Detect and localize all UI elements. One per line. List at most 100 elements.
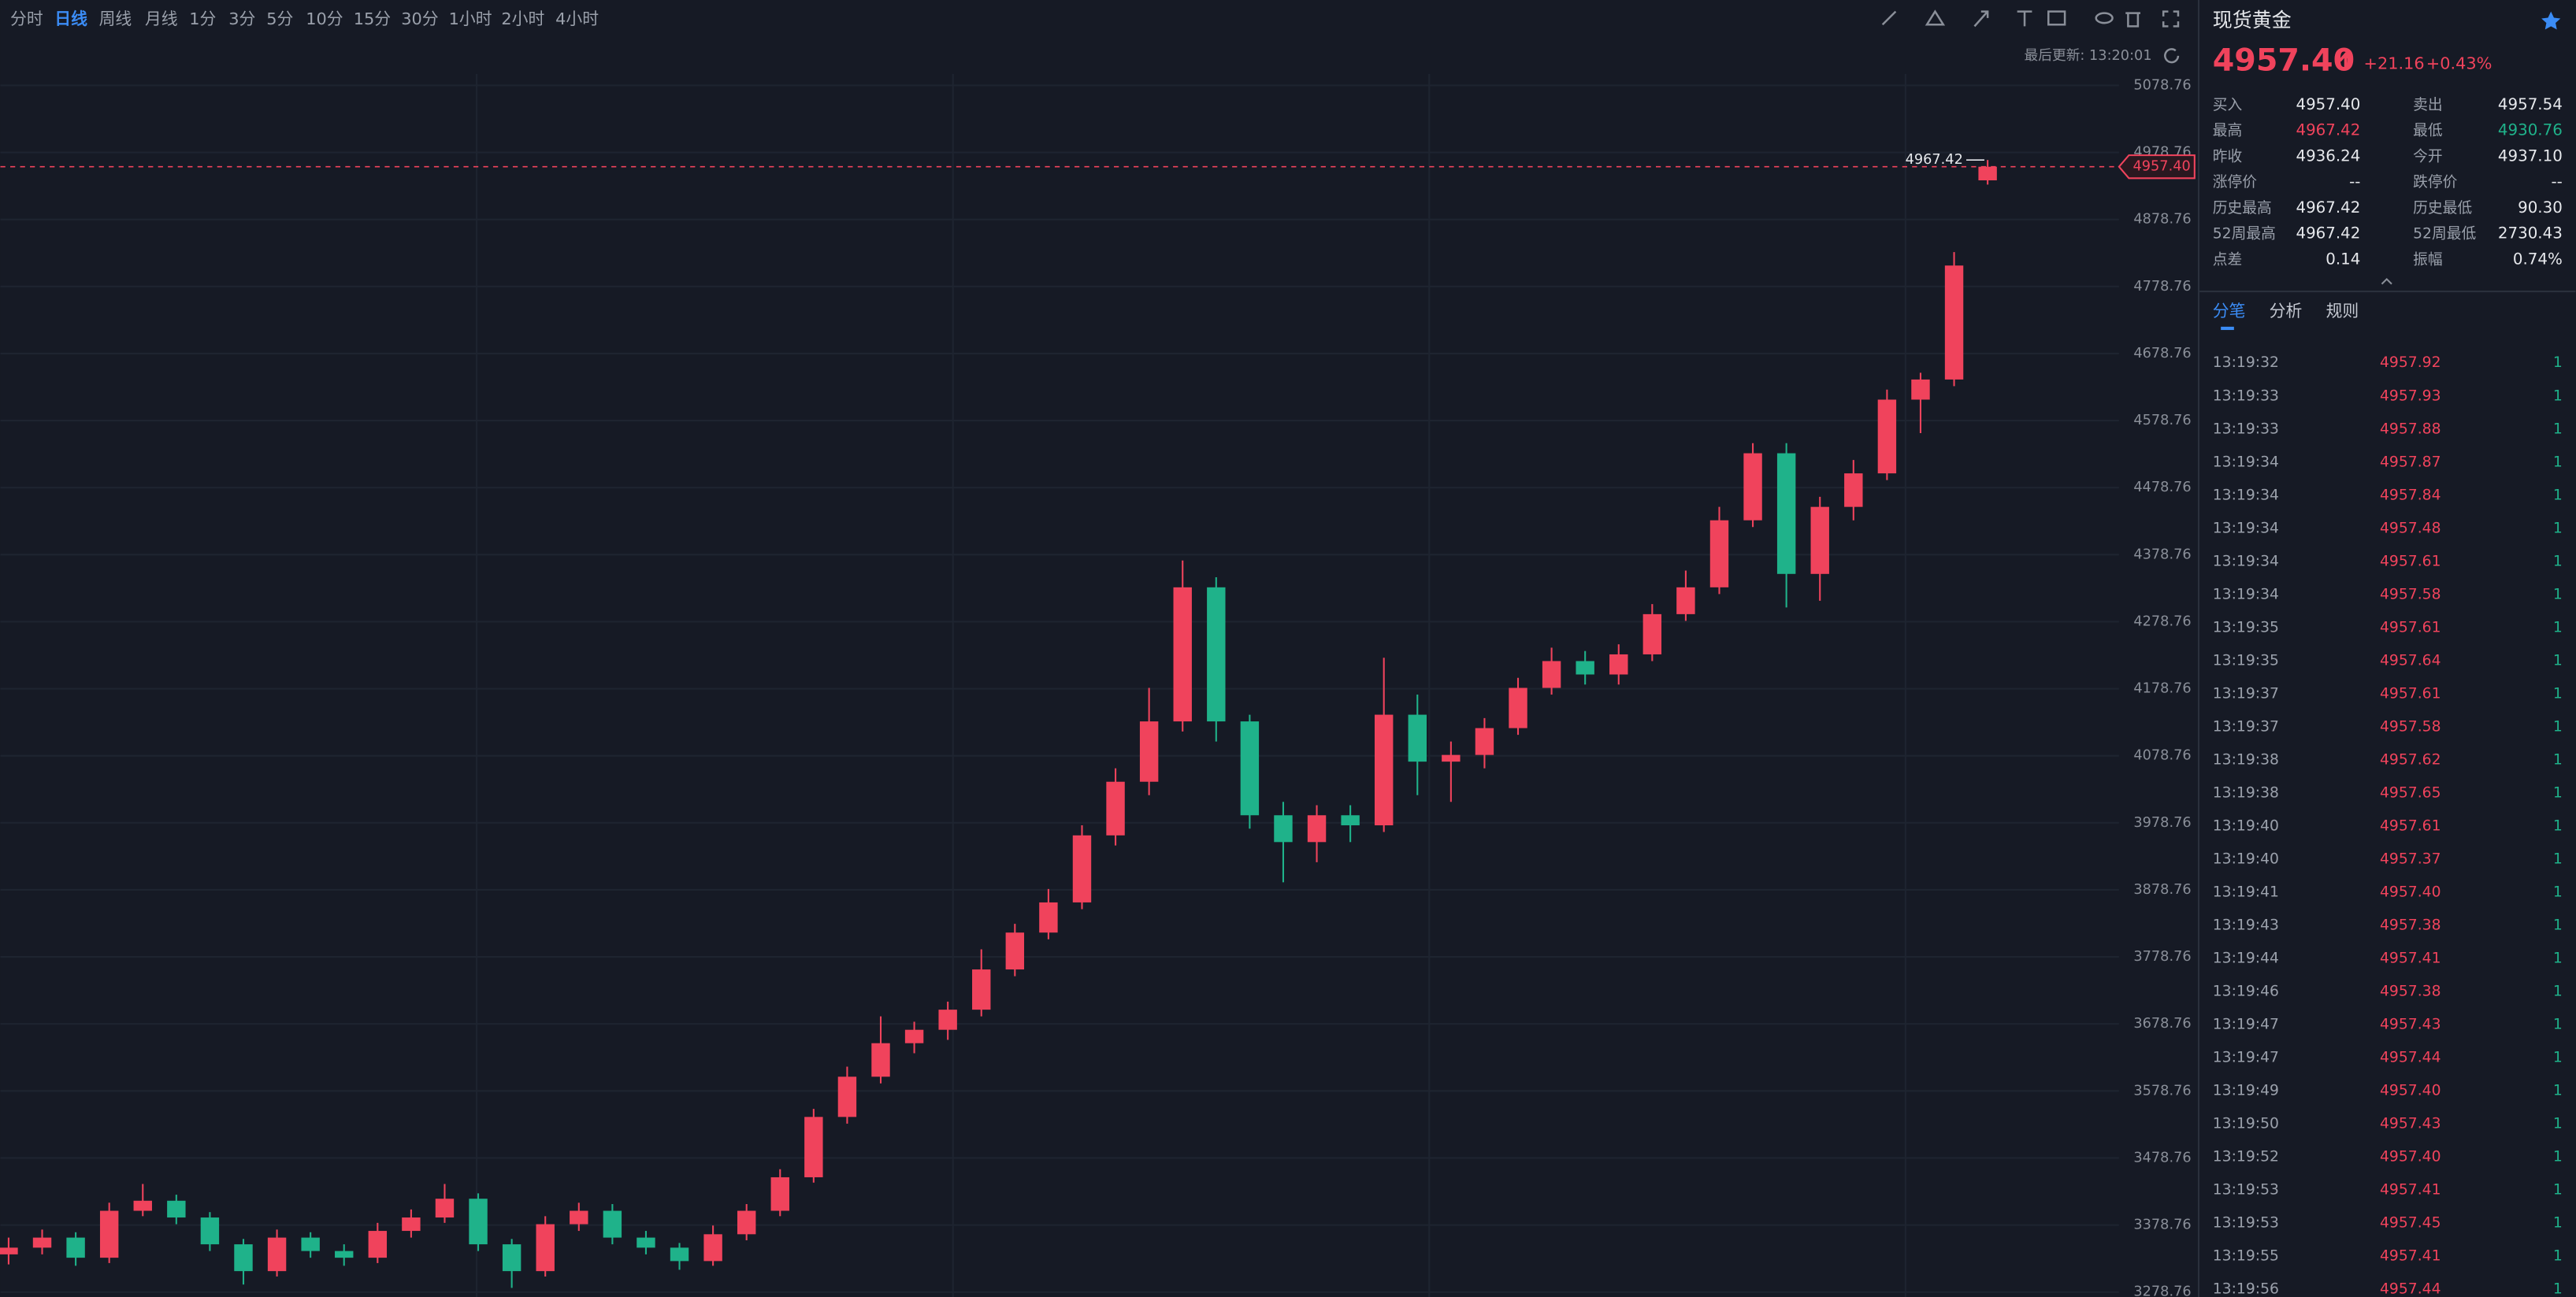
last-price: 4957.40 — [2213, 43, 2355, 79]
tick-price: 4957.61 — [2380, 619, 2441, 636]
icon-line[interactable] — [1881, 10, 1897, 26]
tick-price: 4957.41 — [2380, 950, 2441, 966]
y-tick-label: 3578.76 — [2133, 1083, 2191, 1099]
candle-body — [1642, 613, 1662, 654]
price-change-pct: +0.43% — [2426, 54, 2492, 72]
tick-volume: 1 — [2553, 586, 2563, 602]
quote-label: 最低 — [2413, 122, 2443, 139]
tick-time: 13:19:35 — [2213, 619, 2279, 636]
period-button[interactable]: 1小时 — [449, 9, 492, 28]
tab[interactable]: 规则 — [2326, 302, 2359, 321]
candle-body — [66, 1237, 85, 1258]
y-tick-label: 3278.76 — [2133, 1284, 2191, 1297]
tick-time: 13:19:38 — [2213, 751, 2279, 768]
candle-body — [1139, 721, 1159, 782]
quote-label: 跌停价 — [2413, 173, 2458, 191]
tick-time: 13:19:37 — [2213, 718, 2279, 735]
quote-label: 今开 — [2413, 147, 2443, 165]
period-button[interactable]: 4小时 — [555, 9, 599, 28]
y-tick-label: 3778.76 — [2133, 949, 2191, 965]
quote-value: 4967.42 — [2296, 121, 2361, 139]
period-button[interactable]: 周线 — [99, 9, 132, 28]
tick-time: 13:19:49 — [2213, 1082, 2279, 1099]
icon-fullscreen[interactable] — [2162, 10, 2180, 28]
y-tick-label: 3678.76 — [2133, 1016, 2191, 1032]
tick-price: 4957.40 — [2380, 1082, 2441, 1099]
icon-eye[interactable] — [2095, 12, 2114, 24]
candle-body — [1173, 587, 1192, 722]
tab[interactable]: 分析 — [2270, 302, 2303, 321]
period-button[interactable]: 10分 — [306, 9, 343, 28]
last-price-tag — [2118, 154, 2196, 180]
candle-body — [1776, 453, 1796, 574]
quote-value: 4957.54 — [2498, 95, 2563, 113]
icon-measure[interactable] — [2047, 10, 2066, 26]
tick-time: 13:19:38 — [2213, 784, 2279, 801]
quote-value: 4930.76 — [2498, 121, 2563, 139]
y-tick-label: 4178.76 — [2133, 681, 2191, 697]
tab-underline — [2221, 326, 2234, 331]
candle-body — [1576, 661, 1594, 675]
tick-volume: 1 — [2553, 1280, 2563, 1297]
candle-body — [603, 1210, 622, 1238]
high-marker-label: 4967.42 — [1906, 152, 1963, 168]
candle-body — [904, 1029, 924, 1043]
drawing-tools[interactable] — [1881, 9, 2180, 64]
period-button[interactable]: 15分 — [354, 9, 392, 28]
candle-body — [972, 969, 991, 1010]
quote-label: 点差 — [2213, 250, 2243, 268]
period-button[interactable]: 3分 — [228, 9, 255, 28]
quote-label: 涨停价 — [2213, 173, 2258, 191]
candle-body — [32, 1237, 52, 1248]
tick-time: 13:19:33 — [2213, 421, 2279, 437]
period-button[interactable]: 2小时 — [501, 9, 544, 28]
tick-volume: 1 — [2553, 983, 2563, 999]
tick-volume: 1 — [2553, 1016, 2563, 1032]
tick-price: 4957.43 — [2380, 1115, 2441, 1132]
last-price-label: 4957.40 — [2132, 159, 2190, 175]
candle-body — [1709, 520, 1729, 587]
up-arrow — [2338, 51, 2353, 69]
candle-body — [1475, 728, 1494, 755]
period-button[interactable]: 分时 — [10, 9, 43, 28]
period-button[interactable]: 日线 — [54, 9, 87, 28]
candle-body — [938, 1010, 957, 1030]
quote-label: 买入 — [2213, 97, 2243, 113]
tab[interactable]: 分笔 — [2213, 302, 2246, 321]
quote-value: 4967.42 — [2296, 224, 2361, 243]
tick-volume: 1 — [2553, 917, 2563, 933]
period-button[interactable]: 1分 — [189, 9, 216, 28]
tick-price: 4957.43 — [2380, 1016, 2441, 1032]
y-tick-label: 4078.76 — [2133, 748, 2191, 764]
icon-text[interactable] — [2017, 10, 2032, 27]
favorite-star[interactable] — [2541, 11, 2561, 30]
tick-volume: 1 — [2553, 1115, 2563, 1132]
candle-body — [1676, 587, 1695, 614]
icon-arrow[interactable] — [1973, 10, 1989, 28]
icon-delete[interactable] — [2125, 12, 2141, 28]
tick-price: 4957.44 — [2380, 1280, 2441, 1297]
icon-shape[interactable] — [1925, 9, 1946, 26]
tick-volume: 1 — [2553, 1181, 2563, 1198]
quote-value: -- — [2552, 172, 2563, 191]
quote-value: 4967.42 — [2296, 198, 2361, 217]
tick-volume: 1 — [2553, 487, 2563, 503]
tick-volume: 1 — [2553, 520, 2563, 536]
period-button[interactable]: 30分 — [401, 9, 439, 28]
y-tick-label: 4778.76 — [2133, 279, 2191, 295]
icon-refresh[interactable] — [2164, 48, 2180, 64]
y-tick-label: 3378.76 — [2133, 1217, 2191, 1233]
tick-volume: 1 — [2553, 619, 2563, 636]
tick-volume: 1 — [2553, 817, 2563, 834]
period-button[interactable]: 5分 — [266, 9, 293, 28]
candle-body — [200, 1217, 220, 1245]
candle-body — [1844, 473, 1863, 507]
tick-time: 13:19:56 — [2213, 1280, 2279, 1297]
tick-price: 4957.41 — [2380, 1181, 2441, 1198]
quote-table: 买入 4957.40 卖出 4957.54 最高 4967.42 最低 4930.76 昨收 49… — [2213, 95, 2563, 268]
period-button[interactable]: 月线 — [145, 9, 178, 28]
y-tick-label: 4578.76 — [2133, 413, 2191, 428]
collapse[interactable] — [2381, 277, 2392, 285]
